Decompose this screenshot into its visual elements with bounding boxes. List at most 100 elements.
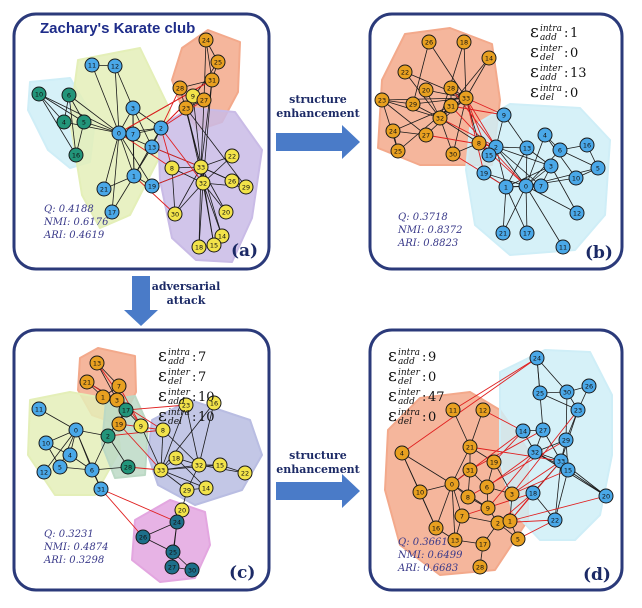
- graph-edge: [114, 65, 134, 109]
- node-label: 6: [67, 92, 71, 100]
- graph-node: [504, 486, 520, 502]
- budget-op: add: [398, 357, 415, 367]
- metric-a: ARI: 0.4619: [43, 230, 105, 241]
- node-label: 28: [476, 564, 484, 572]
- budget-value: 7: [198, 350, 206, 365]
- budget-colon: :: [564, 46, 568, 61]
- graph-node: [390, 143, 406, 159]
- arrow-head: [342, 125, 360, 159]
- graph-edge: [511, 460, 562, 495]
- metric-a: Q: 0.4188: [44, 204, 94, 215]
- budget-value: 0: [570, 46, 578, 61]
- graph-node: [206, 237, 222, 253]
- node-label: 29: [183, 487, 191, 495]
- budget-op: del: [398, 377, 412, 387]
- graph-edge: [192, 95, 202, 168]
- node-label: 32: [199, 180, 207, 188]
- node-label: 30: [449, 151, 457, 159]
- node-label: 11: [559, 244, 567, 252]
- graph-node: [374, 92, 390, 108]
- graph-edge: [465, 57, 490, 99]
- node-label: 8: [477, 140, 481, 148]
- node-label: 5: [596, 165, 600, 173]
- metric-c: NMI: 0.4874: [43, 542, 108, 553]
- node-label: 23: [182, 402, 190, 410]
- graph-node: [198, 32, 214, 48]
- epsilon-symbol: ε: [530, 42, 539, 62]
- arrow-label: enhancement: [276, 107, 360, 120]
- epsilon-symbol: ε: [388, 346, 397, 366]
- budget-op: del: [168, 417, 182, 427]
- node-label: 4: [400, 450, 404, 458]
- graph-edge: [525, 185, 564, 248]
- graph-node: [525, 485, 541, 501]
- graph-node: [462, 439, 478, 455]
- graph-edge: [200, 79, 213, 168]
- budget-op: del: [398, 417, 412, 427]
- node-label: 13: [148, 144, 156, 152]
- graph-node: [76, 114, 92, 130]
- graph-node: [164, 559, 180, 575]
- node-label: 5: [82, 119, 86, 127]
- graph-edge: [401, 357, 538, 454]
- graph-node: [445, 146, 461, 162]
- graph-edge: [451, 430, 524, 485]
- graph-node: [418, 82, 434, 98]
- budget-op: del: [168, 377, 182, 387]
- node-label: 17: [122, 407, 130, 415]
- node-label: 11: [88, 62, 96, 70]
- graph-node: [224, 173, 240, 189]
- graph-edge: [565, 391, 568, 441]
- panel-frame-d: [368, 328, 624, 592]
- node-label: 31: [208, 77, 216, 85]
- node-label: 11: [35, 406, 43, 414]
- node-label: 7: [460, 513, 464, 521]
- panel-frame-c: [12, 328, 271, 592]
- node-label: 1: [132, 173, 136, 181]
- graph-edge: [439, 117, 480, 144]
- node-label: 12: [479, 407, 487, 415]
- node-label: 4: [543, 132, 547, 140]
- budget-value: 13: [570, 66, 587, 81]
- graph-edge: [200, 166, 227, 213]
- graph-node: [502, 513, 518, 529]
- arrow-label: structure: [289, 93, 347, 106]
- node-label: 26: [425, 39, 433, 47]
- graph-edge: [450, 105, 505, 116]
- graph-edge: [463, 41, 467, 99]
- node-label: 12: [573, 210, 581, 218]
- budget-kind: intra: [398, 408, 420, 418]
- graph-node: [579, 137, 595, 153]
- node-label: 19: [480, 170, 488, 178]
- graph-node: [397, 64, 413, 80]
- budget-colon: :: [564, 86, 568, 101]
- graph-edge: [465, 97, 485, 174]
- metric-d: Q: 0.3661: [398, 537, 448, 548]
- graph-node: [480, 500, 496, 516]
- node-label: 0: [524, 183, 528, 191]
- graph-edge: [203, 39, 207, 101]
- graph-node: [443, 98, 459, 114]
- node-label: 29: [562, 437, 570, 445]
- graph-node: [405, 96, 421, 112]
- graph-node: [31, 401, 47, 417]
- graph-node: [144, 139, 160, 155]
- metric-b: Q: 0.3718: [398, 212, 448, 223]
- arrow-c-to-d: [276, 474, 360, 508]
- metric-b: NMI: 0.8372: [397, 225, 462, 236]
- node-label: 9: [139, 423, 143, 431]
- budget-value: 10: [198, 410, 215, 425]
- graph-node: [532, 385, 548, 401]
- graph-node: [527, 444, 543, 460]
- graph-edge: [505, 165, 552, 188]
- graph-node: [498, 179, 514, 195]
- graph-node: [153, 120, 169, 136]
- graph-edge: [91, 64, 120, 134]
- graph-node: [456, 34, 472, 50]
- graph-edge: [452, 97, 467, 155]
- graph-edge: [381, 99, 427, 136]
- graph-node: [581, 378, 597, 394]
